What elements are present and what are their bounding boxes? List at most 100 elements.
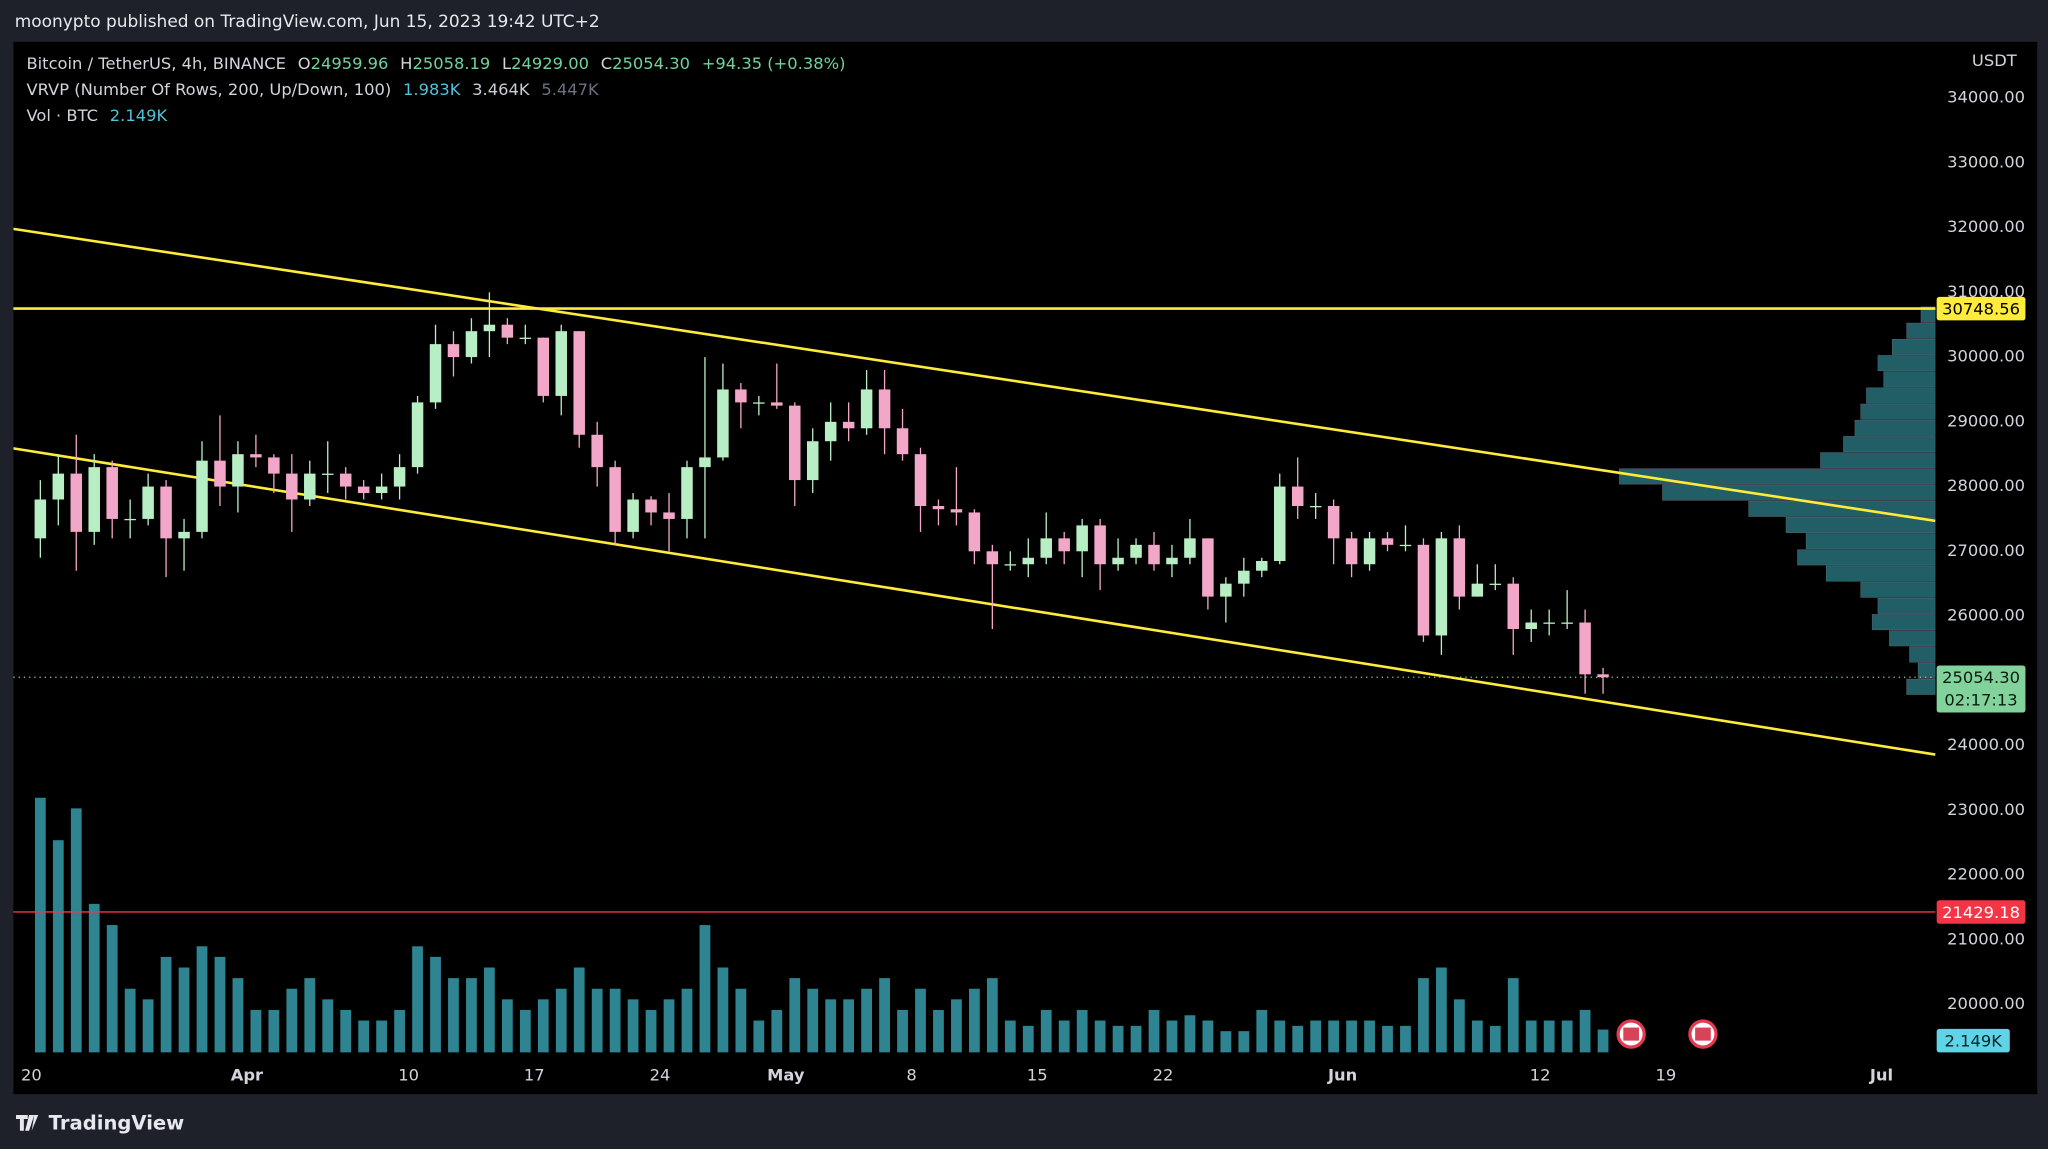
- volume-bar: [1148, 1009, 1160, 1053]
- candle-body: [250, 454, 262, 458]
- candle-body: [52, 473, 65, 500]
- candle-body: [88, 467, 100, 532]
- y-tick-label: 34000.00: [1947, 88, 2025, 107]
- candle-body: [537, 337, 550, 396]
- volume-bar: [1130, 1025, 1142, 1053]
- candle-body: [1579, 622, 1591, 675]
- volume-bar: [430, 956, 441, 1053]
- price-badge: [1936, 900, 2026, 924]
- y-axis-label: USDT: [1972, 51, 2018, 70]
- volume-bar: [304, 978, 316, 1053]
- volume-profile-row: [1860, 581, 1936, 598]
- volume-bar: [1004, 1020, 1016, 1053]
- volume-bar: [537, 999, 549, 1053]
- candle-body: [573, 331, 585, 435]
- y-tick-label: 21000.00: [1947, 929, 2025, 948]
- candle-body: [393, 467, 406, 487]
- candle-body: [1220, 583, 1232, 597]
- volume-bar: [1418, 978, 1429, 1053]
- candle-body: [717, 389, 729, 458]
- event-icon-flag: [1623, 1027, 1639, 1041]
- change: +94.35 (+0.38%): [702, 53, 846, 72]
- volume-profile-row: [1843, 436, 1936, 453]
- candle-body: [321, 473, 334, 475]
- volume-bar: [1579, 1009, 1591, 1053]
- candle-body: [1489, 583, 1502, 585]
- volume-bar: [1310, 1020, 1322, 1053]
- candle-body: [1309, 505, 1322, 508]
- volume-bar: [645, 1009, 657, 1053]
- volume-profile-row: [1871, 614, 1936, 631]
- candle-body: [483, 324, 496, 332]
- candle-body: [860, 389, 873, 429]
- volume-bar: [1256, 1009, 1268, 1053]
- x-tick-label: May: [767, 1065, 805, 1084]
- candle-body: [357, 486, 370, 494]
- x-tick-label: 24: [650, 1065, 671, 1084]
- candle-body: [1453, 538, 1466, 597]
- candle-body: [735, 389, 747, 403]
- candle-body: [375, 486, 388, 494]
- candle-body: [214, 460, 226, 487]
- volume-profile-row: [1906, 322, 1936, 339]
- candle-body: [896, 428, 909, 455]
- logo-icon: [16, 1115, 39, 1131]
- volume-bar: [627, 999, 639, 1053]
- candle-body: [645, 499, 657, 513]
- candle-body: [1273, 486, 1286, 562]
- trendline: [13, 447, 1936, 756]
- volume-bar: [88, 903, 100, 1053]
- volume-bar: [1274, 1020, 1286, 1053]
- volume-profile-row: [1906, 678, 1936, 695]
- volume-profile-row: [1877, 355, 1936, 372]
- candle-body: [932, 505, 945, 510]
- volume-bar: [1040, 1009, 1052, 1053]
- volume-profile-row: [1866, 387, 1936, 404]
- volume-bar: [1112, 1025, 1124, 1053]
- volume-profile-row: [1892, 339, 1936, 355]
- candle-body: [34, 499, 47, 539]
- candle-body: [124, 518, 136, 521]
- candle-body: [914, 454, 927, 506]
- ohlc-label: O: [298, 53, 311, 72]
- candle-body: [1202, 538, 1214, 597]
- indicator-name: VRVP (Number Of Rows, 200, Up/Down, 100): [26, 80, 391, 99]
- volume-bar: [70, 808, 82, 1053]
- candle-body: [1291, 486, 1304, 506]
- volume-bar: [753, 1020, 765, 1053]
- y-tick-label: 33000.00: [1947, 152, 2025, 171]
- volume-bar: [178, 967, 190, 1053]
- x-tick-label: 17: [524, 1065, 545, 1084]
- ohlc-value: 25054.30: [612, 53, 690, 72]
- candle-body: [789, 405, 801, 481]
- event-icon-flag: [1695, 1027, 1711, 1041]
- volume-bar: [1058, 1020, 1070, 1053]
- candle-body: [986, 551, 999, 565]
- x-tick-label: 15: [1027, 1065, 1048, 1084]
- volume-bar: [1166, 1020, 1178, 1053]
- y-tick-label: 29000.00: [1947, 411, 2025, 430]
- volume-profile-row: [1805, 533, 1936, 550]
- volume-bar: [466, 978, 477, 1053]
- volume-bar: [1597, 1029, 1609, 1053]
- ohlc-label: L: [502, 53, 511, 72]
- volume-profile-row: [1909, 646, 1936, 663]
- y-tick-label: 26000.00: [1947, 606, 2025, 625]
- volume-bar: [1076, 1009, 1088, 1053]
- candle-body: [555, 331, 567, 396]
- vrvp-legend: VRVP (Number Of Rows, 200, Up/Down, 100)…: [26, 80, 600, 99]
- volume-profile-row: [1920, 306, 1936, 323]
- volume-bar: [1471, 1020, 1483, 1053]
- volume-bar: [1238, 1031, 1250, 1053]
- volume-bar: [286, 988, 298, 1053]
- volume-bar: [340, 1009, 352, 1053]
- candle-body: [142, 486, 154, 519]
- candle-body: [591, 434, 603, 468]
- volume-profile-row: [1797, 549, 1936, 566]
- candle-body: [1345, 538, 1358, 565]
- volume-bar: [412, 946, 423, 1053]
- volume-bar: [1328, 1020, 1340, 1053]
- candle-body: [1130, 544, 1142, 558]
- plot-area: [13, 227, 1936, 1053]
